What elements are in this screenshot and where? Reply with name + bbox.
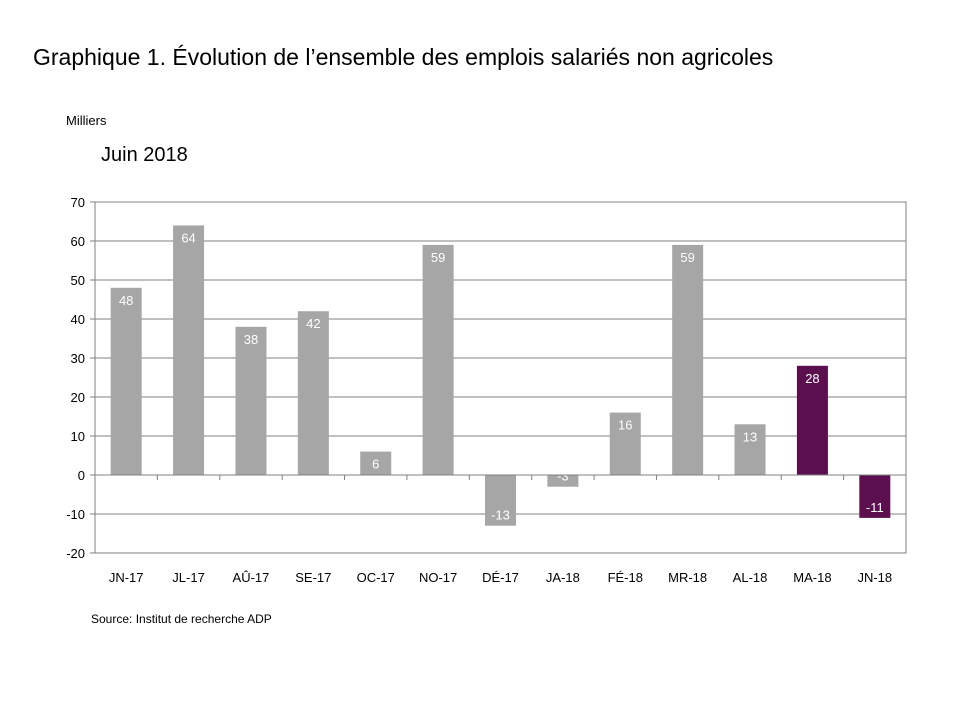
y-tick-label: 60	[71, 234, 85, 249]
bar	[360, 451, 392, 475]
bar	[672, 244, 704, 475]
data-label: 59	[680, 250, 694, 265]
x-tick-label: OC-17	[357, 570, 395, 585]
data-label: -11	[866, 500, 884, 515]
x-tick-label: MR-18	[668, 570, 707, 585]
bar	[110, 287, 142, 475]
data-label: 59	[431, 250, 445, 265]
y-tick-label: 10	[71, 429, 85, 444]
bar	[609, 412, 641, 475]
data-label: 13	[743, 429, 757, 444]
y-tick-label: 20	[71, 390, 85, 405]
x-tick-label: NO-17	[419, 570, 457, 585]
bar	[422, 244, 454, 475]
bar	[859, 475, 891, 518]
plot-area-border	[94, 201, 907, 554]
source-note: Source: Institut de recherche ADP	[91, 612, 272, 626]
bar	[235, 326, 267, 475]
bar	[734, 424, 766, 475]
x-tick-label: SE-17	[295, 570, 331, 585]
chart-subtitle: Juin 2018	[101, 144, 188, 166]
data-label: 38	[244, 332, 258, 347]
y-unit-label: Milliers	[66, 113, 107, 128]
bar	[173, 225, 205, 475]
y-tick-label: 50	[71, 273, 85, 288]
data-label: 6	[372, 457, 379, 472]
bar	[796, 365, 828, 475]
bar	[485, 475, 516, 526]
x-tick-label: AL-18	[733, 570, 768, 585]
chart-title: Graphique 1. Évolution de l’ensemble des…	[33, 44, 774, 70]
x-tick-label: MA-18	[793, 570, 831, 585]
y-tick-label: 30	[71, 351, 85, 366]
x-tick-label: AÛ-17	[233, 570, 270, 585]
y-tick-label: 40	[71, 312, 85, 327]
x-tick-label: JL-17	[172, 570, 205, 585]
bar	[297, 311, 329, 475]
y-tick-label: -20	[66, 546, 85, 561]
data-label: 64	[181, 230, 195, 245]
x-tick-label: JN-17	[109, 570, 144, 585]
y-tick-label: 0	[78, 468, 85, 483]
data-label: -13	[491, 508, 510, 523]
y-tick-label: -10	[66, 507, 85, 522]
bar	[547, 475, 579, 487]
data-label: 42	[306, 316, 320, 331]
data-label: 16	[618, 418, 632, 433]
data-label: -3	[557, 469, 569, 484]
y-tick-label: 70	[71, 195, 85, 210]
x-tick-label: FÉ-18	[608, 570, 643, 585]
x-tick-label: DÉ-17	[482, 570, 519, 585]
x-tick-label: JA-18	[546, 570, 580, 585]
data-label: 28	[805, 371, 819, 386]
x-tick-label: JN-18	[857, 570, 892, 585]
data-label: 48	[119, 293, 133, 308]
